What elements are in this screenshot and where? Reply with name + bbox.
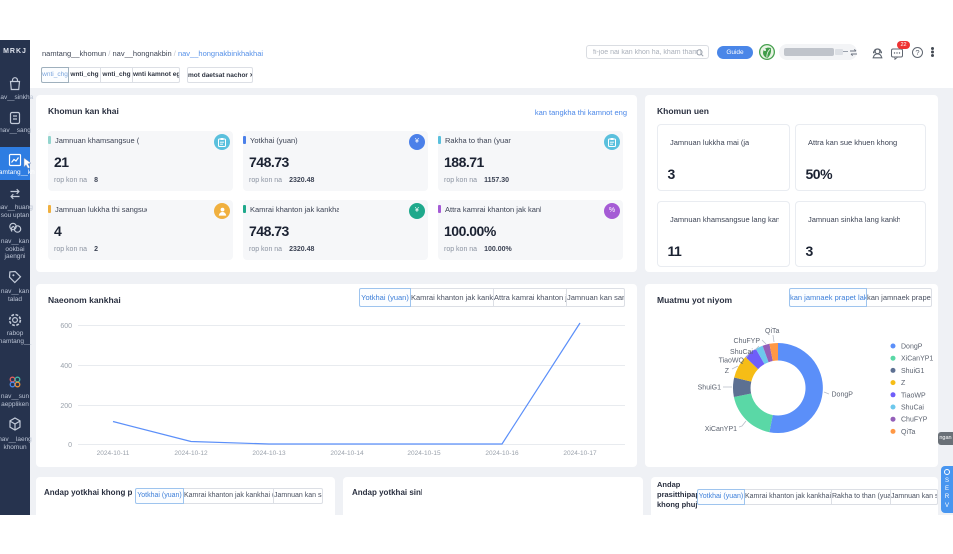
svg-text:ShuCai: ShuCai [730, 349, 753, 356]
svg-text:2024-10-16: 2024-10-16 [485, 450, 519, 457]
svg-text:QiTa: QiTa [901, 429, 916, 436]
svg-text:2024-10-13: 2024-10-13 [252, 450, 286, 457]
svg-text:ShuCai: ShuCai [901, 405, 924, 412]
svg-text:DongP: DongP [901, 344, 923, 351]
svg-text:2024-10-17: 2024-10-17 [563, 450, 597, 457]
svg-text:0: 0 [68, 442, 72, 449]
svg-text:TiaoWP: TiaoWP [901, 392, 926, 399]
svg-text:TiaoWQ: TiaoWQ [719, 358, 745, 365]
svg-text:ChuFYP: ChuFYP [734, 338, 761, 345]
svg-text:2024-10-14: 2024-10-14 [330, 450, 364, 457]
svg-text:Z: Z [725, 368, 730, 375]
svg-text:DongP: DongP [832, 392, 854, 399]
svg-text:ShuiG1: ShuiG1 [901, 368, 924, 375]
svg-text:400: 400 [60, 363, 72, 370]
svg-text:XiCanYP1: XiCanYP1 [705, 426, 737, 433]
svg-text:ChuFYP: ChuFYP [901, 417, 928, 424]
svg-text:2024-10-11: 2024-10-11 [97, 450, 130, 457]
svg-text:QiTa: QiTa [765, 328, 780, 335]
svg-text:2024-10-15: 2024-10-15 [407, 450, 441, 457]
svg-text:Z: Z [901, 380, 906, 387]
svg-text:XiCanYP1: XiCanYP1 [901, 356, 933, 363]
svg-text:2024-10-12: 2024-10-12 [174, 450, 208, 457]
svg-text:600: 600 [60, 323, 72, 330]
svg-text:200: 200 [60, 403, 72, 410]
svg-text:ShuiG1: ShuiG1 [698, 385, 721, 392]
